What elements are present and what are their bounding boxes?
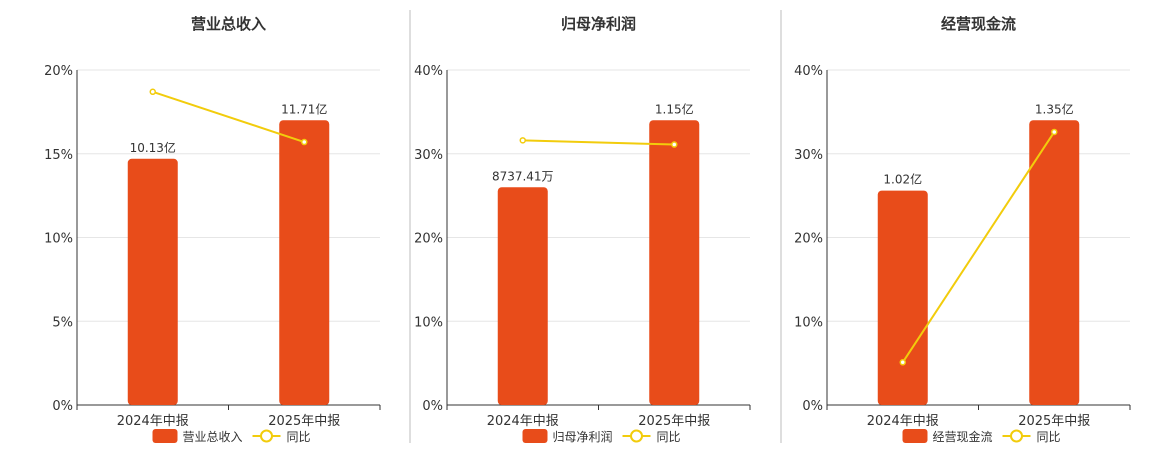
line-series [901,131,1056,363]
chart-title: 经营现金流 [941,15,1016,33]
bar-data-label: 10.13亿 [130,140,176,155]
chart-title: 归母净利润 [561,15,636,33]
y-tick-label: 10% [414,315,443,330]
x-tick-label: 2024年中报 [117,414,189,429]
x-tick-label: 2025年中报 [268,414,340,429]
legend-line-label: 同比 [1037,430,1061,444]
y-tick-label: 10% [44,232,73,247]
line-point [899,359,906,366]
bar [497,187,548,405]
y-tick-label: 15% [44,148,73,163]
legend-bar-swatch [152,429,178,443]
legend-line-label: 同比 [287,430,311,444]
line-point [301,138,308,146]
line-point [1051,128,1058,136]
x-tick-label: 2025年中报 [638,414,710,429]
chart-panel-2: 归母净利润 0% 10% 20% 30% 40% 2024年中报 2025年中报 8737.41… [409,10,751,444]
y-tick-label: 0% [802,399,823,414]
y-tick-label: 30% [794,148,823,163]
chart-panel-1: 营业总收入 0% 5% 10% 15% 20% 2024年中报 2025年中报 10.13亿 11… [44,15,381,444]
y-tick-label: 0% [422,399,443,414]
y-tick-label: 20% [414,232,443,247]
legend-bar-label: 归母净利润 [553,430,613,444]
bar-data-label: 1.02亿 [883,172,922,187]
bar [1029,120,1080,405]
bar [279,120,330,405]
y-tick-label: 10% [794,315,823,330]
bar [127,158,178,405]
bar [649,120,700,405]
line-point [519,137,526,144]
bar-data-label: 1.15亿 [655,101,694,116]
line-series [522,139,675,146]
bar-data-label: 1.35亿 [1035,101,1074,116]
legend: 归母净利润 同比 [522,429,681,444]
y-tick-label: 20% [794,232,823,247]
line-series [152,90,305,143]
line-point [671,141,678,148]
bar-data-label: 11.71亿 [281,101,327,116]
bar-data-label: 8737.41万 [492,169,554,183]
legend-bar-swatch [522,429,548,443]
legend: 经营现金流 同比 [902,429,1061,444]
legend-line-marker [260,429,273,443]
chart-title: 营业总收入 [191,15,266,33]
legend-bar-label: 经营现金流 [933,429,993,444]
legend-line-marker [1010,429,1023,443]
y-tick-label: 30% [414,148,443,163]
y-tick-label: 0% [52,399,73,414]
x-tick-label: 2024年中报 [487,414,559,429]
legend: 营业总收入 同比 [152,429,311,444]
chart-panel-3: 经营现金流 0% 10% 20% 30% 40% 2024年中报 2025年中报 1.02亿 1.… [780,10,1131,444]
legend-line-marker [630,429,643,443]
y-tick-label: 40% [794,64,823,79]
x-tick-label: 2025年中报 [1018,414,1090,429]
legend-bar-swatch [902,429,928,443]
bar [877,190,928,405]
legend-line-label: 同比 [657,430,681,444]
y-tick-label: 5% [52,315,73,330]
legend-bar-label: 营业总收入 [183,430,243,444]
x-tick-label: 2024年中报 [867,414,939,429]
y-tick-label: 20% [44,64,73,79]
y-tick-label: 40% [414,64,443,79]
line-point [149,88,156,96]
